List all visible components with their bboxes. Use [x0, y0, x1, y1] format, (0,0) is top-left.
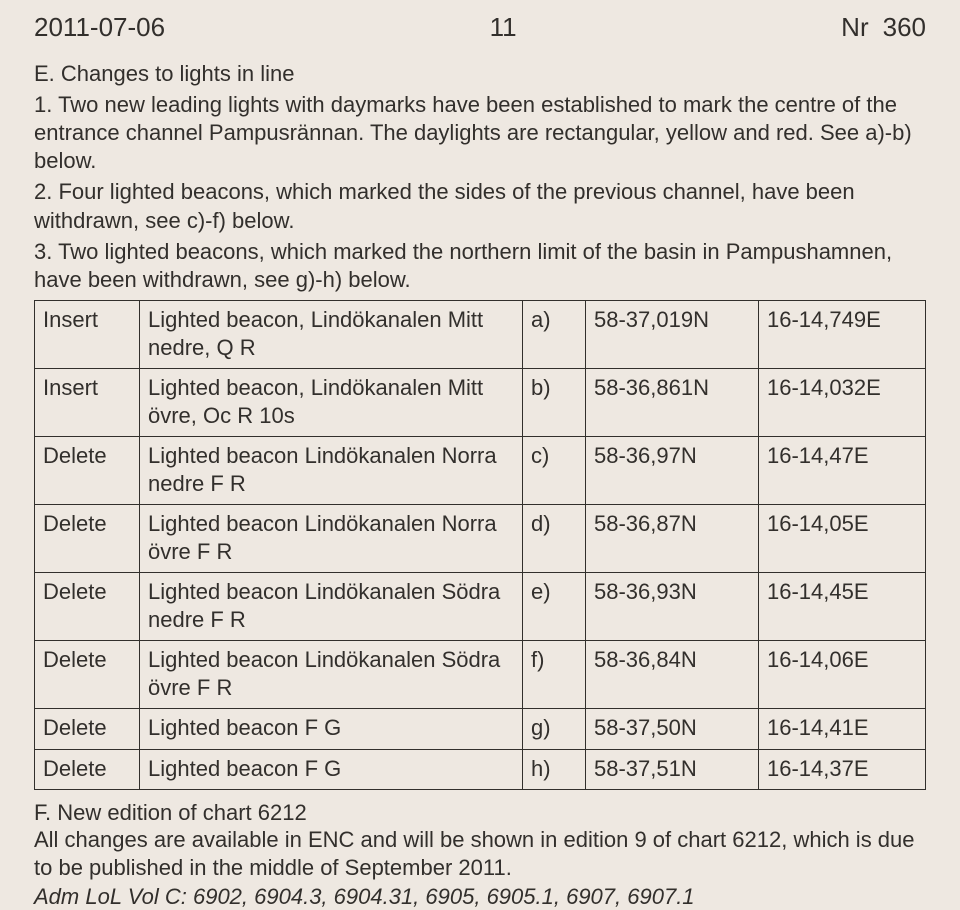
cell-action: Insert [35, 369, 140, 437]
cell-lon: 16-14,47E [759, 437, 926, 505]
cell-action: Delete [35, 709, 140, 750]
cell-ref: b) [523, 369, 586, 437]
header-page-number: 11 [165, 12, 841, 43]
cell-action: Insert [35, 301, 140, 369]
cell-lat: 58-36,861N [586, 369, 759, 437]
section-f-title: F. New edition of chart 6212 [34, 800, 926, 826]
cell-ref: d) [523, 505, 586, 573]
cell-desc: Lighted beacon Lindökanalen Norra övre F… [140, 505, 523, 573]
table-row: Delete Lighted beacon Lindökanalen Norra… [35, 437, 926, 505]
table-row: Delete Lighted beacon Lindökanalen Södra… [35, 573, 926, 641]
cell-action: Delete [35, 641, 140, 709]
beacon-table: Insert Lighted beacon, Lindökanalen Mitt… [34, 300, 926, 790]
table-row: Insert Lighted beacon, Lindökanalen Mitt… [35, 369, 926, 437]
cell-lon: 16-14,45E [759, 573, 926, 641]
section-f-text: All changes are available in ENC and wil… [34, 826, 926, 882]
cell-lon: 16-14,37E [759, 749, 926, 790]
cell-desc: Lighted beacon F G [140, 709, 523, 750]
cell-ref: a) [523, 301, 586, 369]
cell-desc: Lighted beacon F G [140, 749, 523, 790]
table-row: Delete Lighted beacon F G h) 58-37,51N 1… [35, 749, 926, 790]
section-e-para-3: 3. Two lighted beacons, which marked the… [34, 238, 926, 294]
cell-ref: c) [523, 437, 586, 505]
cell-desc: Lighted beacon Lindökanalen Södra nedre … [140, 573, 523, 641]
cell-lon: 16-14,06E [759, 641, 926, 709]
cell-action: Delete [35, 749, 140, 790]
beacon-table-body: Insert Lighted beacon, Lindökanalen Mitt… [35, 301, 926, 790]
page-header: 2011-07-06 11 Nr 360 [34, 12, 926, 43]
cell-lat: 58-36,97N [586, 437, 759, 505]
cell-desc: Lighted beacon, Lindökanalen Mitt övre, … [140, 369, 523, 437]
cell-lat: 58-36,87N [586, 505, 759, 573]
page-root: 2011-07-06 11 Nr 360 E. Changes to light… [0, 0, 960, 792]
cell-lat: 58-37,50N [586, 709, 759, 750]
table-row: Delete Lighted beacon Lindökanalen Södra… [35, 641, 926, 709]
cell-ref: g) [523, 709, 586, 750]
table-row: Delete Lighted beacon F G g) 58-37,50N 1… [35, 709, 926, 750]
cell-lat: 58-37,019N [586, 301, 759, 369]
cell-ref: e) [523, 573, 586, 641]
header-date: 2011-07-06 [34, 12, 165, 43]
section-f-adm-line: Adm LoL Vol C: 6902, 6904.3, 6904.31, 69… [34, 884, 926, 910]
cell-lon: 16-14,032E [759, 369, 926, 437]
cell-desc: Lighted beacon Lindökanalen Norra nedre … [140, 437, 523, 505]
table-row: Insert Lighted beacon, Lindökanalen Mitt… [35, 301, 926, 369]
cell-lat: 58-36,84N [586, 641, 759, 709]
section-e-para-2: 2. Four lighted beacons, which marked th… [34, 178, 926, 234]
cell-action: Delete [35, 573, 140, 641]
cell-lon: 16-14,749E [759, 301, 926, 369]
section-e-para-1: 1. Two new leading lights with daymarks … [34, 91, 926, 175]
cell-ref: f) [523, 641, 586, 709]
cell-action: Delete [35, 505, 140, 573]
section-e-title: E. Changes to lights in line [34, 61, 926, 87]
cell-lon: 16-14,41E [759, 709, 926, 750]
cell-lon: 16-14,05E [759, 505, 926, 573]
cell-desc: Lighted beacon Lindökanalen Södra övre F… [140, 641, 523, 709]
header-nr-value: 360 [883, 12, 926, 43]
cell-lat: 58-36,93N [586, 573, 759, 641]
cell-action: Delete [35, 437, 140, 505]
header-nr-label: Nr [841, 12, 868, 43]
cell-ref: h) [523, 749, 586, 790]
cell-desc: Lighted beacon, Lindökanalen Mitt nedre,… [140, 301, 523, 369]
table-row: Delete Lighted beacon Lindökanalen Norra… [35, 505, 926, 573]
cell-lat: 58-37,51N [586, 749, 759, 790]
